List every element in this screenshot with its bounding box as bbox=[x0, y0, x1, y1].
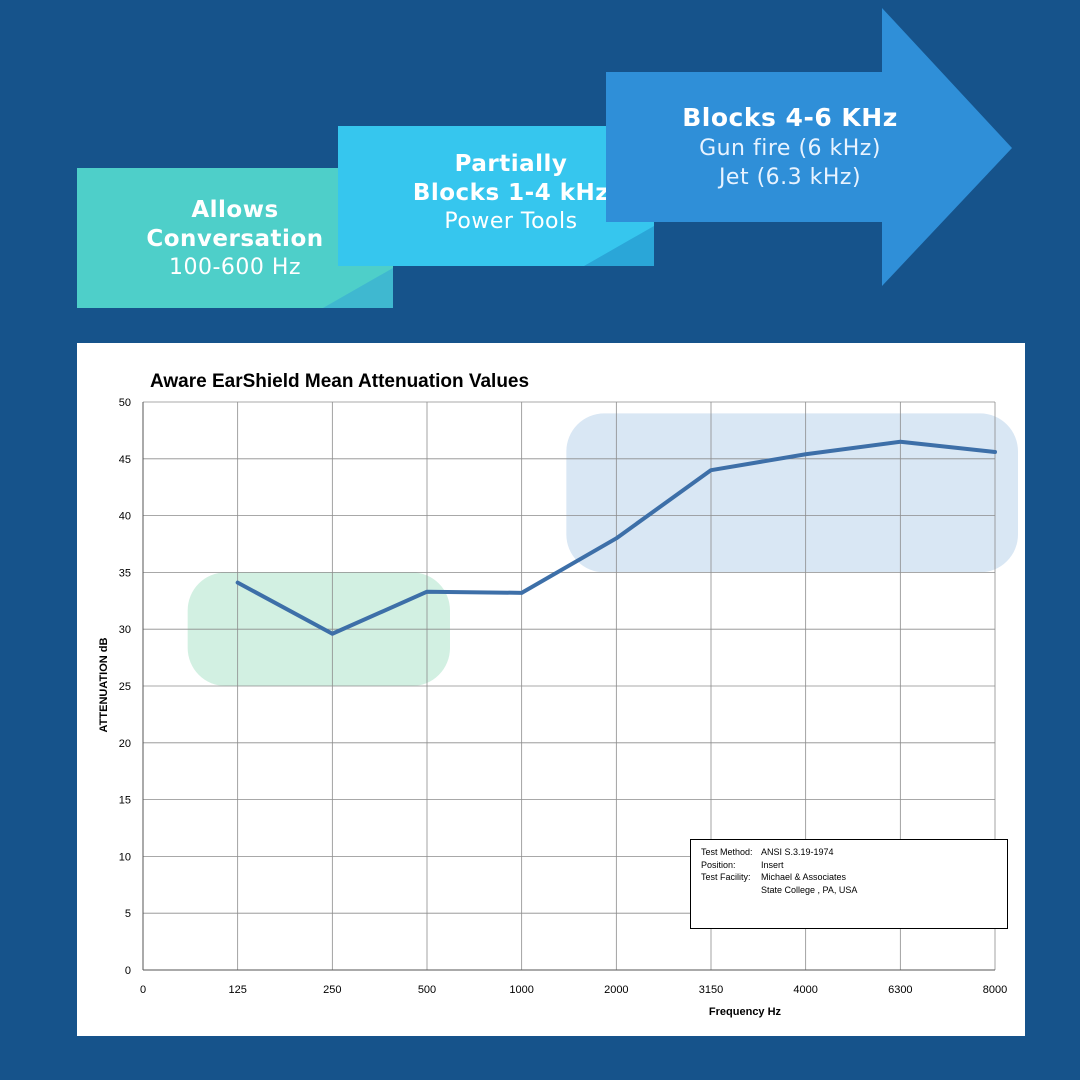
y-tick-label: 5 bbox=[125, 908, 131, 920]
banner-title: Blocks 4-6 KHz bbox=[682, 103, 898, 132]
chart-panel: Aware EarShield Mean Attenuation Values … bbox=[77, 343, 1025, 1036]
banner-blocks-text: Blocks 4-6 KHz Gun fire (6 kHz) Jet (6.3… bbox=[640, 102, 940, 192]
banner-subtitle: Power Tools bbox=[444, 209, 578, 234]
y-tick-label: 25 bbox=[119, 681, 131, 693]
info-value: ANSI S.3.19-1974 bbox=[761, 847, 834, 857]
banner-title-line2: Conversation bbox=[146, 226, 324, 252]
x-tick-label: 0 bbox=[140, 984, 146, 996]
x-tick-label: 500 bbox=[418, 984, 436, 996]
y-axis-label: ATTENUATION dB bbox=[98, 637, 110, 732]
banner-title-line2: Blocks 1-4 kHz bbox=[412, 180, 610, 206]
banner-subtitle-line2: Jet (6.3 kHz) bbox=[718, 165, 862, 190]
banner-title-line1: Allows bbox=[191, 197, 279, 223]
x-tick-label: 1000 bbox=[509, 984, 533, 996]
banner-blocks-arrow bbox=[606, 8, 1014, 288]
info-row: State College , PA, USA bbox=[701, 884, 997, 897]
x-tick-label: 3150 bbox=[699, 984, 723, 996]
y-tick-label: 45 bbox=[119, 454, 131, 466]
y-tick-label: 15 bbox=[119, 795, 131, 807]
x-tick-label: 6300 bbox=[888, 984, 912, 996]
banner-fold bbox=[584, 226, 654, 266]
x-axis-label: Frequency Hz bbox=[709, 1006, 782, 1018]
info-key bbox=[701, 884, 761, 897]
banner-subtitle: 100-600 Hz bbox=[168, 255, 301, 280]
info-key: Test Facility: bbox=[701, 872, 751, 882]
x-tick-label: 4000 bbox=[793, 984, 817, 996]
y-tick-label: 20 bbox=[119, 738, 131, 750]
arrow-shape bbox=[606, 8, 1012, 286]
chart-title: Aware EarShield Mean Attenuation Values bbox=[150, 371, 529, 392]
y-tick-label: 30 bbox=[119, 624, 131, 636]
x-tick-label: 125 bbox=[228, 984, 246, 996]
info-value: State College , PA, USA bbox=[761, 884, 858, 895]
y-tick-label: 50 bbox=[119, 397, 131, 409]
banner-title-line1: Partially bbox=[454, 151, 568, 177]
info-row: Position: Insert bbox=[701, 859, 997, 872]
info-key: Test Method: bbox=[701, 847, 753, 857]
y-tick-label: 40 bbox=[119, 511, 131, 523]
info-key: Position: bbox=[701, 859, 736, 870]
banner-partially-blocks: Partially Blocks 1-4 kHz Power Tools bbox=[338, 126, 654, 266]
banner-fold bbox=[323, 268, 393, 308]
blue-highlight-region bbox=[566, 413, 1018, 573]
y-tick-label: 10 bbox=[119, 851, 131, 863]
info-value: Michael & Associates bbox=[761, 872, 847, 882]
x-tick-label: 250 bbox=[323, 984, 341, 996]
test-info-box: Test Method: ANSI S.3.19-1974 Position: In… bbox=[690, 839, 1008, 929]
y-tick-label: 35 bbox=[119, 567, 131, 579]
y-tick-label: 0 bbox=[125, 965, 131, 977]
x-tick-label: 2000 bbox=[604, 984, 628, 996]
x-tick-label: 8000 bbox=[983, 984, 1007, 996]
info-row: Test Facility: Michael & Associates bbox=[701, 871, 997, 884]
attenuation-chart: Aware EarShield Mean Attenuation Values … bbox=[98, 371, 1018, 1018]
info-value: Insert bbox=[761, 859, 784, 870]
info-row: Test Method: ANSI S.3.19-1974 bbox=[701, 846, 997, 859]
banner-subtitle-line1: Gun fire (6 kHz) bbox=[699, 136, 881, 161]
